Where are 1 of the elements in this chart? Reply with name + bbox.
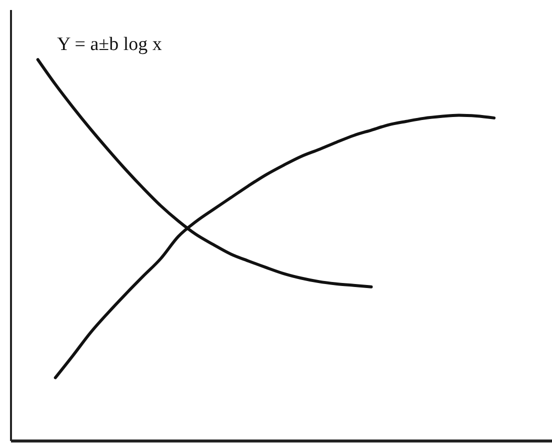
chart-title: Y = a±b log x xyxy=(57,34,162,55)
